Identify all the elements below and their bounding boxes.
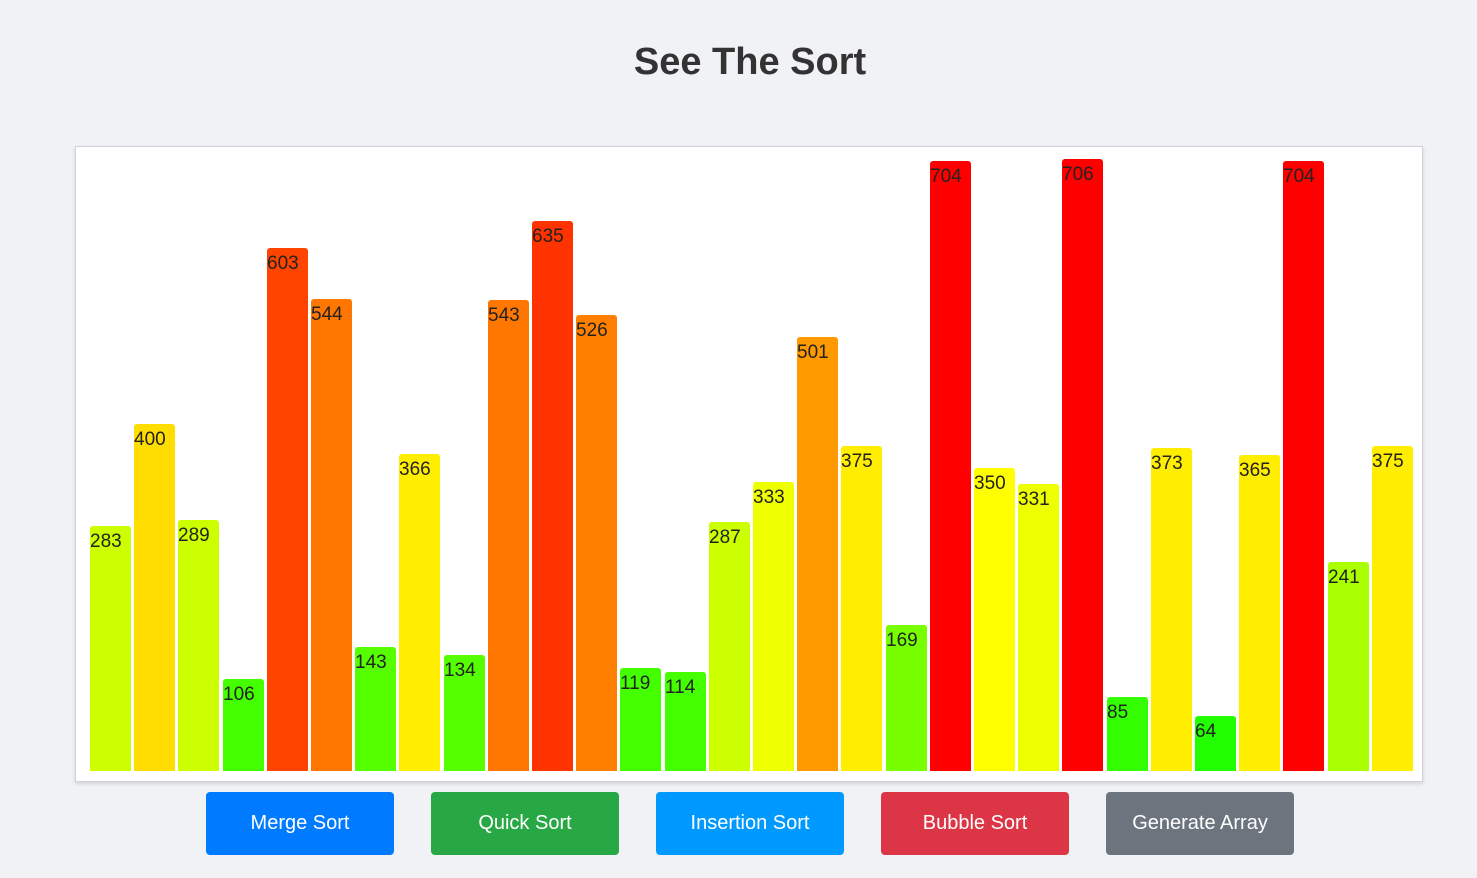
bar-value-label: 400 — [134, 429, 166, 450]
bar-value-label: 526 — [576, 320, 608, 341]
bar: 373 — [1151, 448, 1192, 771]
bar-value-label: 134 — [444, 660, 476, 681]
bar: 704 — [1283, 161, 1324, 771]
bar-value-label: 544 — [311, 304, 343, 325]
bar-value-label: 85 — [1107, 702, 1129, 723]
bar-value-label: 350 — [974, 473, 1006, 494]
bar-value-label: 333 — [753, 487, 785, 508]
bar: 289 — [178, 520, 219, 771]
bar: 64 — [1195, 716, 1236, 771]
bar: 106 — [223, 679, 264, 771]
bar-value-label: 106 — [223, 684, 255, 705]
bar: 544 — [311, 299, 352, 771]
bar: 704 — [930, 161, 971, 771]
bar: 287 — [709, 522, 750, 771]
bar: 366 — [399, 454, 440, 771]
bar: 134 — [444, 655, 485, 771]
bar: 543 — [488, 300, 529, 771]
bar-value-label: 169 — [886, 630, 918, 651]
bar-value-label: 241 — [1328, 567, 1360, 588]
bar: 85 — [1107, 697, 1148, 771]
bar: 143 — [355, 647, 396, 771]
bar: 501 — [797, 337, 838, 771]
bar: 241 — [1328, 562, 1369, 771]
bar-value-label: 373 — [1151, 453, 1183, 474]
bar-value-label: 706 — [1062, 164, 1094, 185]
bar-value-label: 543 — [488, 305, 520, 326]
bar-value-label: 143 — [355, 652, 387, 673]
bar: 119 — [620, 668, 661, 771]
bubble-sort-button[interactable]: Bubble Sort — [881, 792, 1069, 855]
quick-sort-button[interactable]: Quick Sort — [431, 792, 619, 855]
bar-value-label: 375 — [841, 451, 873, 472]
merge-sort-button[interactable]: Merge Sort — [206, 792, 394, 855]
bar: 603 — [267, 248, 308, 771]
bar: 333 — [753, 482, 794, 771]
bar-value-label: 287 — [709, 527, 741, 548]
bar: 114 — [665, 672, 706, 771]
bar-value-label: 331 — [1018, 489, 1050, 510]
bar-value-label: 366 — [399, 459, 431, 480]
bar: 365 — [1239, 455, 1280, 771]
bar-value-label: 704 — [930, 166, 962, 187]
bar: 635 — [532, 221, 573, 771]
bar: 375 — [1372, 446, 1413, 771]
bar: 283 — [90, 526, 131, 771]
bar-chart: 283 400 289 106 603 544 143 366 134 543 635 526 119 1… — [75, 146, 1423, 782]
insertion-sort-button[interactable]: Insertion Sort — [656, 792, 844, 855]
bar: 331 — [1018, 484, 1059, 771]
bar: 375 — [841, 446, 882, 771]
bar-value-label: 283 — [90, 531, 122, 552]
bar: 350 — [974, 468, 1015, 771]
generate-array-button[interactable]: Generate Array — [1106, 792, 1294, 855]
bar: 400 — [134, 424, 175, 771]
bar: 706 — [1062, 159, 1103, 771]
bar-value-label: 289 — [178, 525, 210, 546]
bar: 526 — [576, 315, 617, 771]
bar-value-label: 365 — [1239, 460, 1271, 481]
page-title: See The Sort — [633, 41, 867, 83]
bar-value-label: 119 — [620, 673, 651, 694]
bar-value-label: 501 — [797, 342, 829, 363]
bar-value-label: 704 — [1283, 166, 1315, 187]
bar-value-label: 64 — [1195, 721, 1217, 742]
bar-value-label: 375 — [1372, 451, 1404, 472]
bar: 169 — [886, 625, 927, 771]
bar-value-label: 635 — [532, 226, 564, 247]
bar-value-label: 114 — [665, 677, 696, 698]
bar-value-label: 603 — [267, 253, 299, 274]
